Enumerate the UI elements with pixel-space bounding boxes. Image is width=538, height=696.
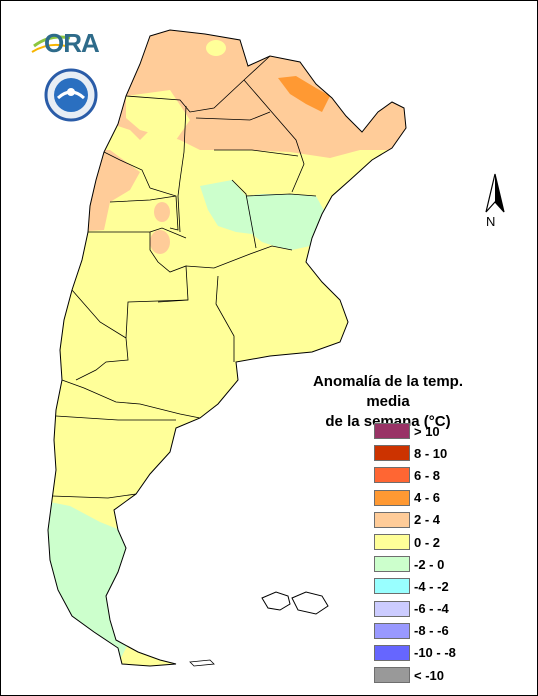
- legend-row: -10 - -8: [374, 642, 456, 664]
- legend-label: 4 - 6: [414, 490, 441, 506]
- legend-swatch: [374, 600, 410, 617]
- legend-row: 0 - 2: [374, 531, 456, 553]
- legend-swatch: [374, 622, 410, 639]
- legend-row: -4 - -2: [374, 575, 456, 597]
- legend-row: < -10: [374, 664, 456, 686]
- legend-label: -2 - 0: [414, 556, 445, 572]
- legend-swatch: [374, 578, 410, 595]
- north-label: N: [486, 214, 496, 229]
- legend-label: 8 - 10: [414, 445, 448, 461]
- legend-label: -6 - -4: [414, 601, 449, 617]
- legend-swatch: [374, 445, 410, 462]
- legend-title: Anomalía de la temp. media de la semana …: [290, 372, 486, 432]
- legend-label: 0 - 2: [414, 534, 441, 550]
- legend-row: -6 - -4: [374, 598, 456, 620]
- legend-row: 8 - 10: [374, 442, 456, 464]
- legend-row: > 10: [374, 420, 456, 442]
- legend-swatch: [374, 467, 410, 484]
- legend-swatch: [374, 644, 410, 661]
- legend-label: -4 - -2: [414, 578, 449, 594]
- legend-label: > 10: [414, 423, 440, 439]
- legend-swatch: [374, 489, 410, 506]
- ora-logo-icon: [31, 35, 71, 53]
- legend: > 10 8 - 10 6 - 8 4 - 6 2 - 4 0 - 2 -2 - 0 -4 -…: [374, 420, 456, 686]
- legend-title-line2: de la semana (°C): [325, 413, 451, 430]
- legend-row: 4 - 6: [374, 487, 456, 509]
- legend-row: -8 - -6: [374, 620, 456, 642]
- legend-label: -10 - -8: [414, 645, 456, 661]
- legend-label: 2 - 4: [414, 512, 441, 528]
- smn-logo-icon: [44, 68, 98, 122]
- north-arrow-icon: [485, 173, 505, 213]
- legend-row: 2 - 4: [374, 509, 456, 531]
- ora-logo-text: ORA: [44, 28, 100, 58]
- legend-swatch: [374, 534, 410, 551]
- legend-swatch: [374, 556, 410, 573]
- legend-swatch: [374, 423, 410, 440]
- legend-label: < -10: [414, 667, 444, 683]
- legend-title-line1: Anomalía de la temp. media: [312, 373, 464, 410]
- legend-row: 6 - 8: [374, 464, 456, 486]
- legend-row: -2 - 0: [374, 553, 456, 575]
- legend-swatch: [374, 667, 410, 684]
- legend-label: 6 - 8: [414, 467, 441, 483]
- legend-swatch: [374, 511, 410, 528]
- legend-label: -8 - -6: [414, 623, 449, 639]
